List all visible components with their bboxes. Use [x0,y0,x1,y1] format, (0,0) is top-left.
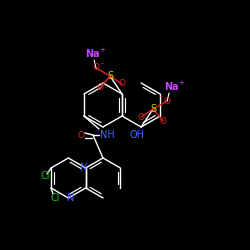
Text: S: S [150,104,156,114]
Text: O: O [164,96,170,106]
Text: O: O [118,80,126,88]
Text: Na: Na [164,82,178,92]
Text: Cl: Cl [40,171,50,181]
Text: S: S [107,71,113,81]
Text: N: N [67,193,74,203]
Text: Cl: Cl [50,193,60,203]
Text: O: O [78,130,84,140]
Text: +: + [99,47,105,53]
Text: -: - [100,60,103,68]
Text: NH: NH [100,130,114,140]
Text: OH: OH [130,130,144,140]
Text: +: + [178,80,184,86]
Text: N: N [80,163,87,173]
Text: O: O [96,84,103,92]
Text: -: - [160,92,162,102]
Text: O: O [138,112,144,122]
Text: O: O [160,116,166,126]
Text: Na: Na [85,49,99,59]
Text: O: O [92,64,100,72]
